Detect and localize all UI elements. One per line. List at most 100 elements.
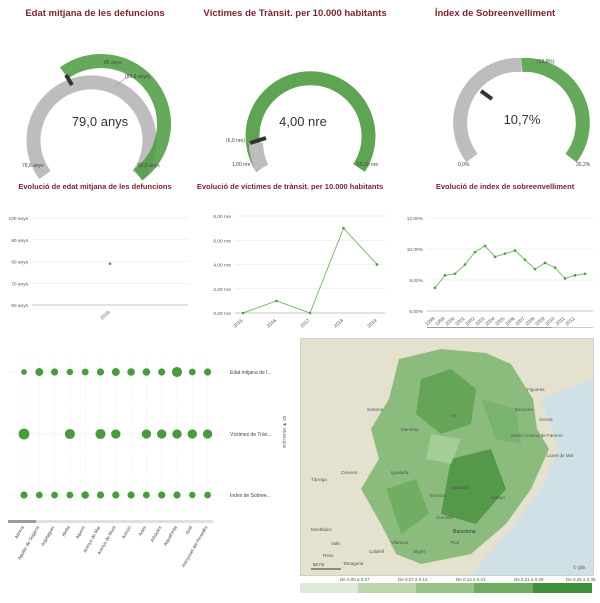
dot[interactable] [95, 428, 106, 440]
dot[interactable] [18, 428, 30, 440]
data-point[interactable] [553, 266, 557, 269]
dot[interactable] [173, 491, 181, 499]
data-point[interactable] [473, 250, 477, 254]
data-point[interactable] [503, 252, 507, 255]
dot[interactable] [111, 429, 121, 439]
data-point[interactable] [433, 286, 437, 290]
dot[interactable] [204, 368, 212, 376]
x-tick-label: 2008 [524, 316, 536, 328]
dotplot-scrollbar[interactable] [8, 520, 213, 523]
dot[interactable] [127, 368, 135, 376]
map-legend: De 0,00 a 0,07 De 0,07 a 0,14 De 0,14 a … [300, 577, 596, 593]
dot[interactable] [51, 368, 59, 376]
x-tick-label: 2010 [544, 316, 556, 328]
data-point[interactable] [463, 263, 467, 266]
dot[interactable] [158, 368, 166, 376]
map-label: Banyoles [515, 407, 534, 412]
x-tick-label: 2011 [555, 316, 567, 327]
dot[interactable] [96, 368, 105, 376]
dot[interactable] [20, 491, 28, 499]
dot[interactable] [202, 429, 213, 439]
dot[interactable] [157, 429, 167, 439]
dot[interactable] [127, 491, 135, 499]
legend-swatch[interactable] [358, 583, 416, 593]
dot[interactable] [66, 491, 74, 499]
dot[interactable] [64, 428, 75, 440]
column-label: Arbúcies [149, 524, 163, 543]
data-point[interactable] [241, 311, 245, 315]
dot[interactable] [81, 491, 89, 499]
data-point[interactable] [443, 274, 447, 277]
map-label: Vilanova [391, 540, 409, 545]
dot[interactable] [188, 368, 196, 376]
data-point[interactable] [493, 255, 497, 259]
data-point[interactable] [108, 262, 112, 265]
chart-scrollbar-thumb[interactable] [427, 327, 552, 328]
x-tick-label: 2007 [514, 316, 526, 328]
row-label: Edat mitjana de l... [230, 370, 271, 376]
dot[interactable] [189, 491, 196, 499]
dot[interactable] [112, 491, 120, 499]
y-tick-label: 12,00% [407, 216, 424, 222]
dot[interactable] [35, 368, 44, 376]
y-tick-label: 90 anys [11, 238, 28, 244]
legend-swatch[interactable] [416, 583, 474, 593]
data-point[interactable] [573, 274, 577, 277]
dot[interactable] [171, 366, 183, 378]
gauge-1-value: 79,0 anys [72, 114, 129, 129]
data-point[interactable] [275, 299, 278, 303]
dot[interactable] [141, 429, 152, 439]
legend-label: De 0,28 a 0,35 [566, 577, 596, 582]
data-point[interactable] [483, 244, 487, 248]
gauge-1-mark-top: 80 anys [104, 60, 122, 66]
gauge-1-max: 82,6 anys [138, 163, 160, 169]
dot[interactable] [21, 369, 27, 375]
data-point[interactable] [563, 277, 567, 280]
dot[interactable] [51, 491, 59, 499]
data-point[interactable] [308, 311, 312, 315]
gauge-1: 79,0 anys 76,6 anys 82,6 anys 80 anys (8… [22, 54, 171, 180]
data-point[interactable] [513, 249, 517, 252]
map-scale: 50 mi [313, 562, 324, 567]
data-point[interactable] [375, 263, 379, 266]
map-label: Mataró [491, 495, 506, 500]
dot[interactable] [158, 491, 166, 499]
x-tick-label: 2003 [474, 316, 486, 328]
legend-swatch[interactable] [474, 583, 533, 593]
gauge-1-min: 76,6 anys [22, 163, 44, 169]
x-tick-label: 2016 [266, 318, 278, 328]
dot[interactable] [111, 368, 120, 376]
dot[interactable] [96, 491, 105, 499]
dot[interactable] [66, 368, 74, 376]
gauge-2-max: 56,00 nre [357, 162, 378, 168]
map-label: Igualada [391, 470, 409, 475]
legend-swatch[interactable] [533, 583, 592, 593]
sea [471, 379, 593, 575]
dot[interactable] [187, 429, 197, 439]
x-tick-label: 2001 [454, 316, 466, 328]
data-point[interactable] [523, 258, 527, 262]
dot[interactable] [35, 491, 43, 499]
x-tick-label: 2000 [444, 316, 456, 328]
map-label: Sabadell [451, 485, 469, 490]
dot[interactable] [204, 491, 212, 499]
gauge-1-needle [64, 73, 74, 87]
dot[interactable] [142, 368, 151, 376]
dot[interactable] [142, 491, 150, 499]
y-tick-label: 60 anys [11, 303, 28, 309]
map-label: Vic [451, 413, 458, 418]
map[interactable]: Figueres Banyoles Girona Lloret de Mar S… [300, 338, 594, 576]
data-point[interactable] [583, 272, 587, 276]
map-label: Manresa [401, 427, 419, 432]
dot[interactable] [81, 368, 89, 376]
data-point[interactable] [533, 267, 537, 271]
legend-swatch[interactable] [300, 583, 358, 593]
gauge-title-2: Víctimes de Trànsit. per 10.000 habitant… [203, 8, 387, 19]
gauge-2-fill [245, 71, 376, 172]
y-tick-label: 2,00 nre [213, 287, 231, 293]
data-point[interactable] [342, 226, 345, 230]
dotplot-scrollbar-thumb[interactable] [8, 520, 36, 523]
data-point[interactable] [453, 272, 457, 276]
data-point[interactable] [543, 261, 547, 265]
dot[interactable] [172, 429, 182, 439]
